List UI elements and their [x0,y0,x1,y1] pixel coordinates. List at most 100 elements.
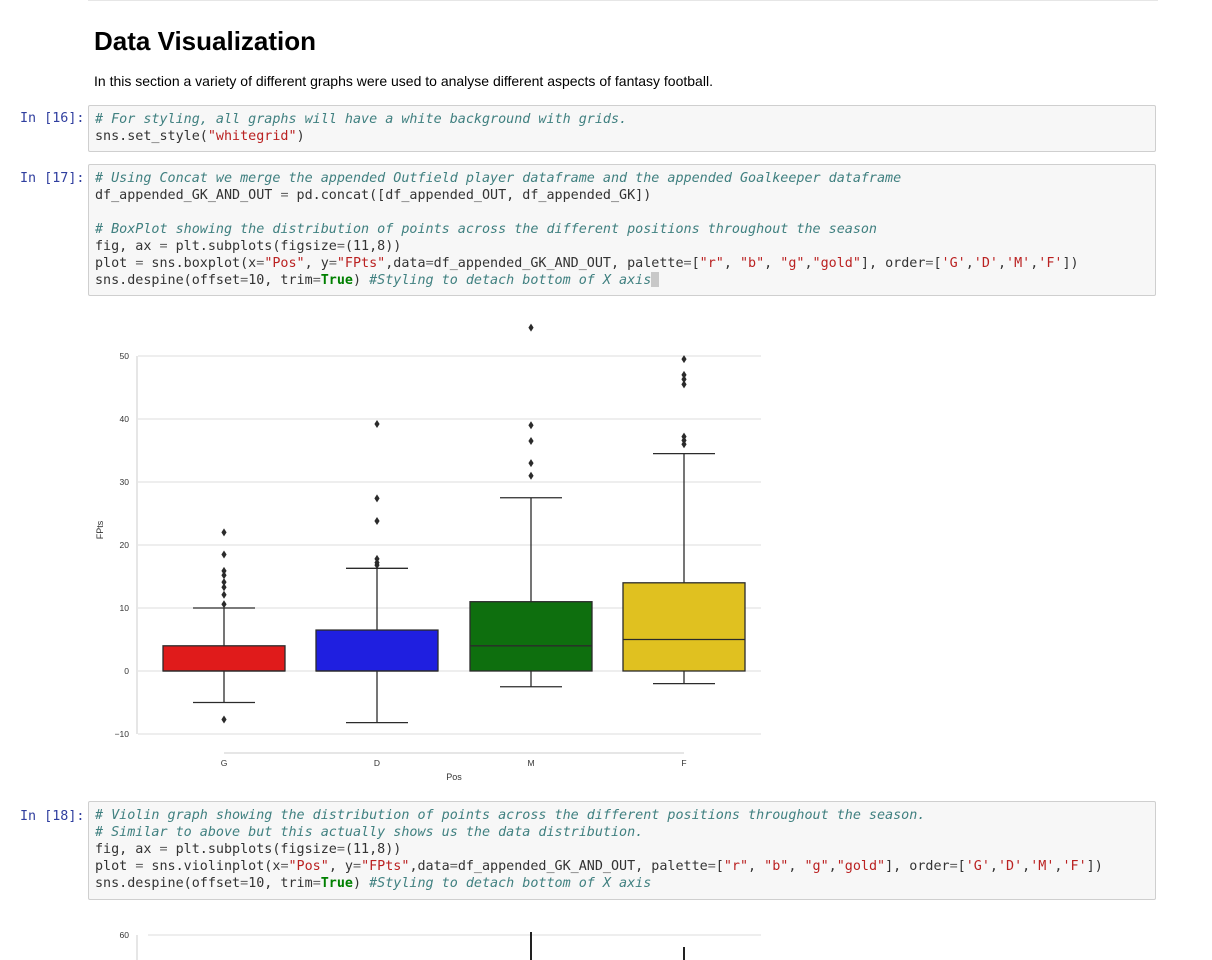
code-token: = [312,273,321,288]
code-token: = [425,256,434,271]
code-token: = [336,842,345,857]
code-token: = [353,859,362,874]
code-token: sns.violinplot(x [143,859,281,874]
y-tick-label: 40 [120,414,130,424]
code-line[interactable]: sns.despine(offset=10, trim=True) #Styli… [95,272,1155,289]
code-token: # Using Concat we merge the appended Out… [95,171,902,186]
code-line[interactable] [95,204,1155,221]
code-token: = [336,239,345,254]
code-token: 'F' [1038,256,1063,271]
code-token: df_appended_GK_AND_OUT, palette [457,859,708,874]
code-token: = [240,273,249,288]
y-tick-label: 20 [120,540,130,550]
outlier-point [374,554,380,563]
box-body [162,645,286,672]
code-token: = [328,256,337,271]
code-token: "r" [723,859,749,874]
code-token: , [804,256,813,271]
code-line[interactable]: # Violin graph showing the distribution … [95,807,1155,824]
code-token: = [159,842,168,857]
code-line[interactable]: # Using Concat we merge the appended Out… [95,170,1155,187]
code-token: # Similar to above but this actually sho… [95,825,644,840]
code-token: ,data [385,256,426,271]
code-token: ]) [1086,859,1103,874]
y-tick-label: −10 [115,729,130,739]
outlier-point [681,432,687,441]
box-body [469,601,593,672]
outlier-point [221,571,227,580]
outlier-point [528,421,534,430]
outlier-point [681,375,687,384]
code-token: 'G' [941,256,966,271]
code-token: 10, trim [248,273,313,288]
box-m [469,323,593,688]
y-tick-label: 60 [120,930,130,940]
code-line[interactable]: df_appended_GK_AND_OUT = pd.concat([df_a… [95,187,1155,204]
code-token: plot [95,256,136,271]
code-token: 'G' [965,859,990,874]
code-token: = [280,188,289,203]
text-cursor [651,272,660,287]
input-prompt-17: In [17]: [20,171,85,186]
outlier-point [681,370,687,379]
code-token: ], order [860,256,926,271]
code-token: ) [353,876,370,891]
code-token: "b" [739,256,765,271]
code-editor[interactable]: # For styling, all graphs will have a wh… [95,111,1155,145]
code-line[interactable]: # Similar to above but this actually sho… [95,824,1155,841]
code-token: ) [296,129,305,144]
outlier-point [528,437,534,446]
code-token: "Pos" [264,256,305,271]
code-token: = [280,859,289,874]
code-token: plot [95,859,136,874]
code-token: "r" [699,256,724,271]
code-token: df_appended_GK_AND_OUT [95,188,281,203]
x-tick-label: D [374,758,380,768]
section-intro: In this section a variety of different g… [94,73,713,89]
code-token: #Styling to detach bottom of X axis [369,876,652,891]
outlier-point [221,566,227,575]
code-line[interactable]: # For styling, all graphs will have a wh… [95,111,1155,128]
outlier-point [681,380,687,389]
code-line[interactable]: plot = sns.boxplot(x="Pos", y="FPts",dat… [95,255,1155,272]
code-token: , [1030,256,1039,271]
code-token: = [135,256,144,271]
x-tick-label: G [221,758,228,768]
code-line[interactable]: fig, ax = plt.subplots(figsize=(11,8)) [95,238,1155,255]
code-token: , [997,256,1007,271]
y-tick-label: 10 [120,603,130,613]
code-editor[interactable]: # Using Concat we merge the appended Out… [95,170,1155,289]
code-token: True [320,876,353,891]
code-token: [ [715,859,724,874]
code-token: pd.concat([df_appended_OUT, df_appended_… [288,188,652,203]
code-token: , y [328,859,353,874]
code-token: , [989,859,998,874]
section-title: Data Visualization [94,26,317,56]
code-token: fig, ax [95,842,160,857]
code-cell-17[interactable]: # Using Concat we merge the appended Out… [88,164,1156,296]
code-token: = [159,239,168,254]
outlier-point [221,550,227,559]
code-token: , [764,256,781,271]
code-token: , [748,859,765,874]
code-line[interactable]: fig, ax = plt.subplots(figsize=(11,8)) [95,841,1155,858]
code-token: = [449,859,458,874]
cell-top-divider [88,0,1158,1]
code-cell-16[interactable]: # For styling, all graphs will have a wh… [88,105,1156,152]
code-line[interactable]: # BoxPlot showing the distribution of po… [95,221,1155,238]
code-line[interactable]: sns.set_style("whitegrid") [95,128,1155,145]
code-line[interactable]: plot = sns.violinplot(x="Pos", y="FPts",… [95,858,1155,875]
input-prompt-16: In [16]: [20,111,85,126]
outlier-point [374,420,380,429]
code-token: "b" [764,859,789,874]
outlier-point [528,471,534,480]
code-token: ], order [885,859,950,874]
code-cell-18[interactable]: # Violin graph showing the distribution … [88,801,1156,900]
code-token: 'M' [1030,859,1055,874]
code-token: "g" [804,859,829,874]
code-editor[interactable]: # Violin graph showing the distribution … [95,807,1155,892]
box-body [315,629,439,672]
code-token: [ [691,256,700,271]
code-line[interactable]: sns.despine(offset=10, trim=True) #Styli… [95,875,1155,892]
code-token: "Pos" [288,859,329,874]
